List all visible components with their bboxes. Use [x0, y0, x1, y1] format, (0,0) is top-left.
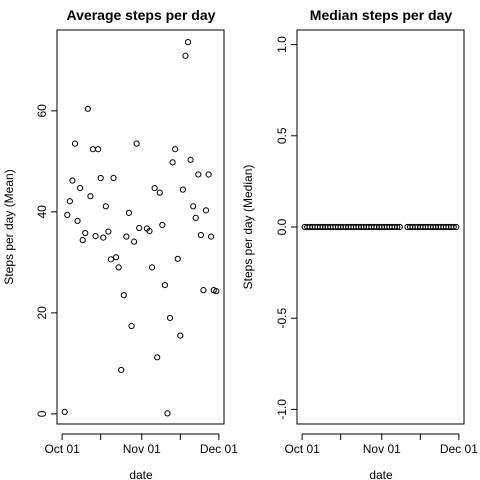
mean-data-point: [159, 221, 166, 229]
median-x-tick-label: Dec 01: [440, 442, 478, 456]
median-data-point: [396, 223, 403, 231]
mean-data-point: [112, 254, 120, 261]
mean-data-point: [125, 209, 133, 216]
mean-data-point: [133, 140, 140, 147]
mean-data-point: [97, 174, 104, 182]
mean-steps-panel: Average steps per day 0 20 40 60 Oct 01 Nov …: [2, 7, 238, 480]
mean-data-point: [74, 217, 81, 225]
mean-x-tick-label: Dec 01: [200, 442, 238, 456]
median-data-point: [453, 223, 460, 231]
median-x-axis-label: date: [369, 468, 393, 480]
median-chart-title: Median steps per day: [310, 7, 453, 23]
mean-data-point: [69, 177, 76, 184]
mean-data-point: [92, 232, 99, 240]
median-y-axis: -1.0 -0.5 0.0 0.5 1.0: [275, 36, 298, 420]
median-data-points: [301, 223, 460, 231]
median-y-tick-label: -0.5: [275, 308, 289, 329]
mean-data-point: [161, 281, 169, 289]
mean-data-point: [164, 410, 171, 417]
mean-y-axis: 0 20 40 60: [35, 104, 58, 417]
median-data-point: [394, 223, 401, 231]
mean-y-axis-label: Steps per day (Mean): [2, 169, 16, 284]
mean-data-point: [177, 332, 184, 339]
mean-data-point: [146, 227, 153, 235]
mean-data-point: [89, 146, 97, 153]
mean-data-point: [197, 231, 204, 239]
mean-data-points: [61, 39, 220, 417]
mean-data-point: [107, 256, 115, 263]
median-y-tick-label: 1.0: [275, 36, 289, 53]
median-y-axis-label: Steps per day (Median): [241, 165, 255, 290]
mean-data-point: [174, 255, 181, 262]
mean-data-point: [172, 146, 179, 153]
median-x-tick-label: Oct 01: [284, 442, 320, 456]
mean-x-tick-label: Nov 01: [123, 442, 161, 456]
mean-data-point: [77, 185, 84, 192]
mean-data-point: [79, 237, 86, 244]
mean-data-point: [195, 171, 202, 178]
mean-y-tick-label: 40: [35, 205, 49, 219]
mean-data-point: [71, 140, 79, 147]
mean-data-point: [190, 203, 197, 210]
mean-data-point: [115, 264, 122, 271]
mean-data-point: [166, 314, 174, 322]
mean-data-point: [200, 287, 207, 294]
mean-data-point: [95, 146, 102, 153]
mean-x-axis: Oct 01 Nov 01 Dec 01: [44, 433, 238, 456]
median-x-axis: Oct 01 Nov 01 Dec 01: [284, 433, 478, 456]
mean-data-point: [84, 105, 91, 112]
mean-data-point: [102, 203, 109, 210]
mean-data-point: [128, 322, 135, 330]
mean-data-point: [213, 288, 220, 295]
mean-data-point: [100, 234, 107, 241]
mean-data-point: [120, 292, 127, 299]
median-x-tick-label: Nov 01: [363, 442, 401, 456]
mean-data-point: [64, 211, 71, 218]
mean-data-point: [179, 186, 186, 193]
mean-data-point: [148, 264, 156, 271]
mean-data-point: [61, 408, 68, 415]
mean-data-point: [82, 229, 89, 237]
mean-data-point: [105, 228, 112, 235]
median-y-tick-label: -1.0: [275, 399, 289, 420]
mean-data-point: [123, 233, 130, 240]
mean-data-point: [182, 52, 189, 59]
mean-y-tick-label: 60: [35, 104, 49, 118]
mean-data-point: [66, 198, 73, 205]
mean-data-point: [208, 233, 215, 240]
median-plot-frame: [296, 29, 465, 425]
mean-data-point: [192, 214, 199, 222]
mean-data-point: [130, 238, 138, 245]
mean-data-point: [187, 156, 194, 163]
mean-data-point: [205, 171, 212, 178]
mean-data-point: [202, 207, 210, 214]
mean-data-point: [154, 354, 161, 361]
median-steps-panel: Median steps per day -1.0 -0.5 0.0 0.5 1.0 O…: [241, 7, 478, 480]
mean-y-tick-label: 0: [35, 410, 49, 417]
mean-plot-frame: [56, 29, 225, 425]
mean-data-point: [184, 39, 192, 46]
median-y-tick-label: 0.5: [275, 127, 289, 144]
mean-chart-title: Average steps per day: [67, 7, 216, 23]
mean-data-point: [156, 189, 163, 196]
median-data-point: [450, 223, 457, 231]
mean-data-point: [169, 159, 176, 166]
mean-data-point: [118, 366, 125, 374]
mean-data-point: [136, 224, 143, 232]
mean-y-tick-label: 20: [35, 306, 49, 320]
median-y-tick-label: 0.0: [275, 218, 289, 235]
mean-x-tick-label: Oct 01: [44, 442, 80, 456]
mean-data-point: [110, 174, 117, 182]
mean-x-axis-label: date: [129, 468, 153, 480]
mean-data-point: [87, 193, 94, 200]
mean-data-point: [151, 185, 158, 192]
